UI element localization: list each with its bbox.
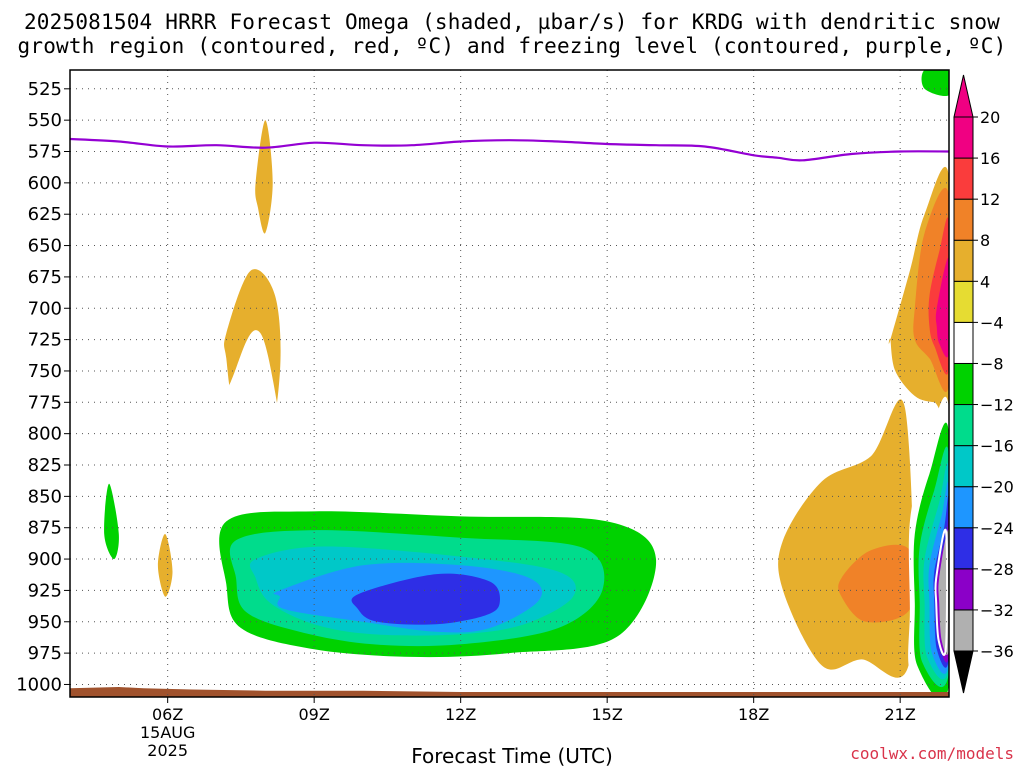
colorbar-label: 20	[980, 108, 1000, 127]
colorbar-label: −16	[980, 437, 1014, 456]
y-tick-label: 675	[28, 267, 62, 288]
y-tick-label: 975	[28, 643, 62, 664]
omega-region-6	[451, 353, 570, 422]
y-tick-label: 775	[28, 392, 62, 413]
chart-title-line1: 2025081504 HRRR Forecast Omega (shaded, …	[23, 10, 1001, 34]
colorbar-label: −36	[980, 642, 1014, 661]
x-tick-sublabel: 15AUG	[140, 723, 195, 742]
y-tick-label: 625	[28, 204, 62, 225]
contour-line-layer	[70, 137, 949, 162]
omega-core-edge	[934, 528, 949, 656]
colorbar-swatch	[953, 568, 974, 611]
plot-frame	[69, 69, 950, 698]
colorbar-swatch	[953, 362, 974, 406]
colorbar-swatch	[953, 239, 974, 282]
colorbar-swatch	[953, 198, 974, 241]
x-tick-label: 21Z	[885, 705, 916, 724]
y-tick-label: 1000	[16, 674, 62, 695]
colorbar-under-arrow	[953, 650, 974, 694]
colorbar-label: −32	[980, 601, 1014, 620]
omega-shading-layer	[84, 70, 949, 697]
axes-layer: 525 550 575 600 625 650 675 700 725 750 775 800 825 8…	[16, 69, 950, 760]
colorbar-over-arrow	[953, 74, 974, 118]
y-tick-label: 650	[28, 236, 62, 257]
y-tick-label: 950	[28, 612, 62, 633]
omega-region-0	[94, 70, 139, 208]
colorbar-label: −4	[980, 313, 1004, 332]
x-tick-label: 06Z	[152, 705, 183, 724]
y-tick-label: 825	[28, 455, 62, 476]
colorbar-label: 16	[980, 149, 1000, 168]
colorbar-swatch	[953, 609, 974, 652]
colorbar: −36 −32 −28 −24 −20 −16 −12 −8 −4 4 8 12 16 20	[953, 74, 1014, 694]
omega-region-8	[104, 483, 119, 560]
y-tick-label: 725	[28, 330, 62, 351]
y-tick-label: 750	[28, 361, 62, 382]
colorbar-label: 8	[980, 231, 990, 250]
colorbar-swatch	[953, 321, 974, 364]
colorbar-label: −12	[980, 396, 1014, 415]
x-axis-title: Forecast Time (UTC)	[411, 744, 613, 768]
x-tick-label: 18Z	[738, 705, 769, 724]
colorbar-label: 4	[980, 272, 990, 291]
colorbar-label: 12	[980, 190, 1000, 209]
y-tick-label: 575	[28, 142, 62, 163]
colorbar-label: −8	[980, 354, 1004, 373]
y-tick-label: 900	[28, 549, 62, 570]
omega-region-2	[845, 70, 949, 141]
colorbar-label: −28	[980, 560, 1014, 579]
x-tick-sublabel: 2025	[147, 741, 188, 760]
omega-region-14	[157, 533, 173, 597]
x-tick-label: 09Z	[299, 705, 330, 724]
y-tick-label: 925	[28, 580, 62, 601]
omega-region-13	[351, 573, 501, 625]
colorbar-swatch	[953, 157, 974, 200]
colorbar-label: −24	[980, 519, 1014, 538]
y-tick-label: 800	[28, 424, 62, 445]
omega-region-3	[921, 70, 949, 97]
colorbar-swatch	[953, 116, 974, 159]
terrain-fill	[70, 687, 949, 697]
grid-layer	[70, 70, 949, 697]
y-tick-label: 600	[28, 173, 62, 194]
colorbar-swatch	[953, 486, 974, 529]
colorbar-swatch	[953, 527, 974, 570]
y-tick-label: 850	[28, 486, 62, 507]
colorbar-label: −20	[980, 478, 1014, 497]
omega-region-15	[778, 399, 914, 678]
y-tick-label: 875	[28, 518, 62, 539]
omega-region-16	[838, 544, 916, 623]
y-tick-label: 525	[28, 79, 62, 100]
y-tick-label: 700	[28, 298, 62, 319]
freezing-level-line	[70, 137, 949, 162]
chart-title-line2: growth region (contoured, red, ºC) and f…	[17, 34, 1007, 58]
x-tick-label: 12Z	[445, 705, 476, 724]
terrain-layer	[70, 687, 949, 697]
y-tick-label: 550	[28, 110, 62, 131]
omega-region-4	[255, 120, 273, 234]
omega-region-20	[935, 257, 949, 358]
x-tick-label: 15Z	[592, 705, 623, 724]
omega-region-1	[698, 70, 716, 149]
colorbar-swatch	[953, 404, 974, 447]
credit-text: coolwx.com/models	[850, 744, 1014, 763]
colorbar-swatch	[953, 445, 974, 488]
colorbar-swatch	[953, 280, 974, 323]
